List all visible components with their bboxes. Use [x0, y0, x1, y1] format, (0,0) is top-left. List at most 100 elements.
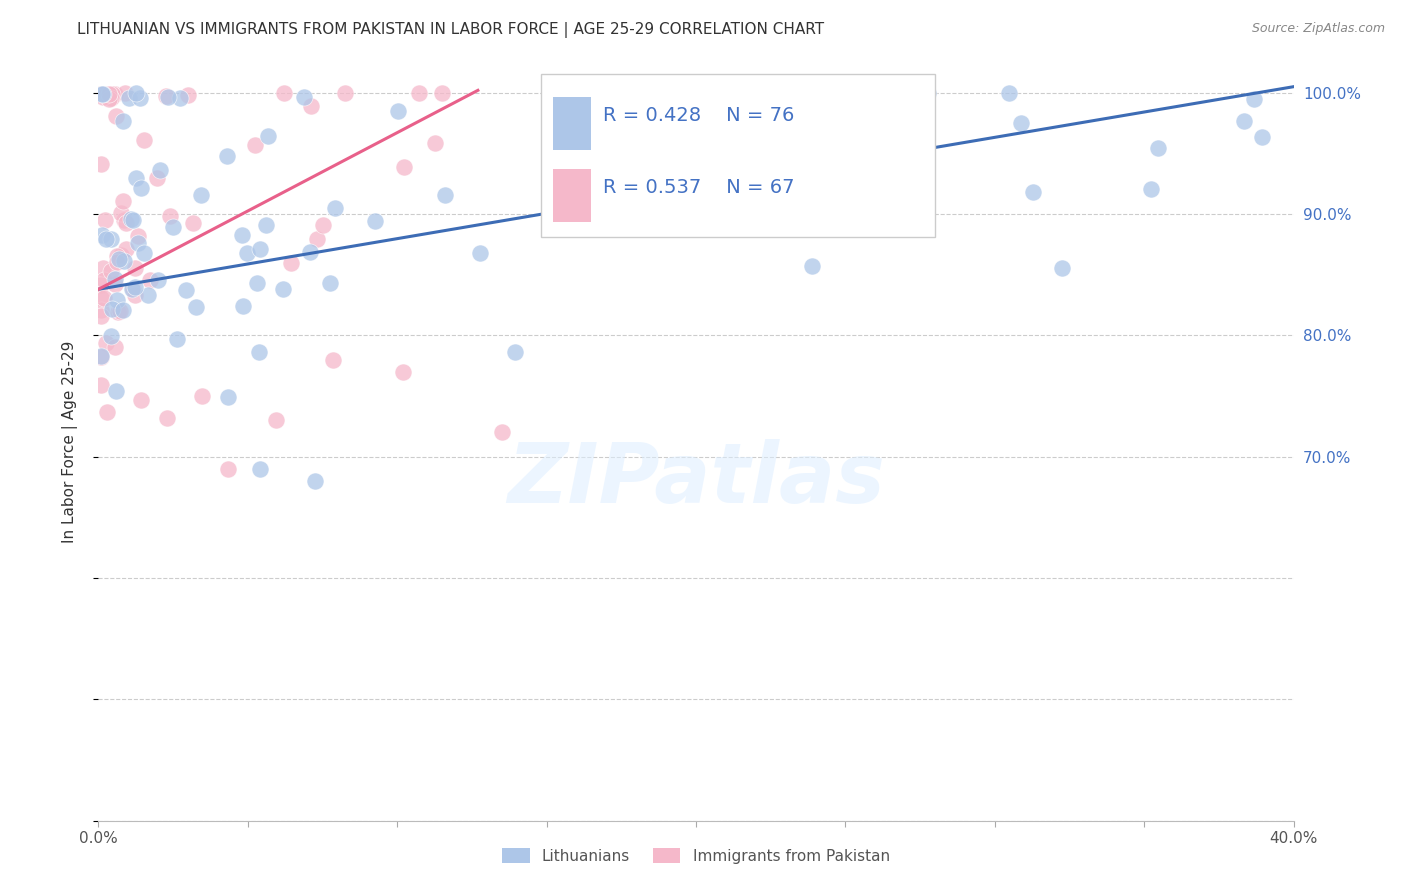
Point	[1233, 114, 1256, 128]
Point	[392, 160, 415, 174]
Point	[112, 194, 135, 208]
Point	[155, 88, 177, 103]
Point	[100, 87, 122, 101]
Point	[94, 213, 117, 227]
Point	[96, 335, 118, 350]
Point	[90, 302, 112, 317]
Point	[125, 171, 148, 186]
Point	[93, 273, 115, 287]
Point	[121, 282, 143, 296]
Text: Source: ZipAtlas.com: Source: ZipAtlas.com	[1251, 22, 1385, 36]
Point	[162, 220, 184, 235]
Text: LITHUANIAN VS IMMIGRANTS FROM PAKISTAN IN LABOR FORCE | AGE 25-29 CORRELATION CH: LITHUANIAN VS IMMIGRANTS FROM PAKISTAN I…	[77, 22, 824, 38]
Point	[93, 291, 115, 305]
Point	[177, 88, 200, 103]
Point	[118, 90, 141, 104]
Point	[917, 86, 939, 100]
Point	[292, 89, 315, 103]
Text: R = 0.428    N = 76: R = 0.428 N = 76	[603, 106, 794, 125]
Point	[148, 162, 170, 177]
Point	[266, 413, 288, 427]
Point	[122, 282, 145, 296]
Point	[108, 303, 131, 318]
Point	[90, 351, 112, 365]
Point	[110, 248, 132, 262]
Point	[191, 389, 214, 403]
Point	[129, 180, 152, 194]
Point	[1022, 186, 1045, 200]
Point	[104, 277, 127, 291]
Point	[91, 89, 114, 103]
Bar	[553, 169, 591, 221]
Point	[217, 462, 239, 476]
Text: R = 0.537    N = 67: R = 0.537 N = 67	[603, 178, 794, 197]
Point	[190, 188, 212, 202]
Point	[110, 205, 132, 219]
Text: ZIPatlas: ZIPatlas	[508, 439, 884, 520]
Point	[138, 273, 160, 287]
Point	[217, 390, 239, 404]
Point	[998, 86, 1021, 100]
Point	[159, 209, 181, 223]
Point	[181, 216, 204, 230]
Point	[134, 246, 156, 260]
Point	[319, 277, 342, 291]
Point	[243, 137, 266, 152]
Point	[1010, 116, 1032, 130]
Point	[90, 292, 112, 306]
Point	[91, 228, 114, 243]
Point	[186, 300, 208, 314]
Bar	[553, 96, 591, 150]
Point	[115, 217, 138, 231]
Point	[107, 305, 129, 319]
Point	[125, 87, 148, 101]
Point	[124, 261, 146, 276]
Point	[129, 90, 152, 104]
Point	[169, 91, 191, 105]
Y-axis label: In Labor Force | Age 25-29: In Labor Force | Age 25-29	[62, 341, 77, 542]
Point	[166, 332, 188, 346]
Point	[100, 232, 122, 246]
Point	[132, 133, 155, 147]
Point	[98, 87, 121, 101]
Point	[433, 188, 456, 202]
Point	[127, 229, 149, 244]
Point	[304, 474, 326, 488]
Point	[91, 87, 114, 102]
Point	[299, 99, 322, 113]
Point	[246, 277, 269, 291]
Point	[323, 201, 346, 215]
Point	[105, 255, 128, 269]
Point	[156, 89, 179, 103]
Point	[104, 271, 127, 285]
Point	[105, 249, 128, 263]
Point	[856, 105, 879, 120]
Point	[758, 216, 780, 230]
Point	[596, 175, 619, 189]
Point	[114, 86, 136, 100]
Point	[146, 273, 169, 287]
Point	[257, 128, 280, 143]
Point	[392, 365, 415, 379]
Point	[122, 213, 145, 227]
Point	[333, 86, 356, 100]
Point	[1146, 141, 1168, 155]
Point	[1251, 130, 1274, 145]
Point	[249, 242, 271, 256]
Point	[90, 349, 112, 363]
Point	[100, 329, 122, 343]
Point	[254, 219, 277, 233]
Point	[104, 340, 127, 354]
Point	[423, 136, 446, 150]
Point	[249, 462, 271, 476]
Point	[111, 303, 134, 318]
Point	[136, 288, 159, 302]
Point	[94, 232, 117, 246]
Point	[271, 282, 294, 296]
Point	[112, 213, 135, 227]
Point	[127, 235, 149, 250]
Point	[387, 104, 409, 119]
Point	[231, 227, 253, 242]
Point	[124, 288, 146, 302]
Legend: Lithuanians, Immigrants from Pakistan: Lithuanians, Immigrants from Pakistan	[496, 842, 896, 870]
